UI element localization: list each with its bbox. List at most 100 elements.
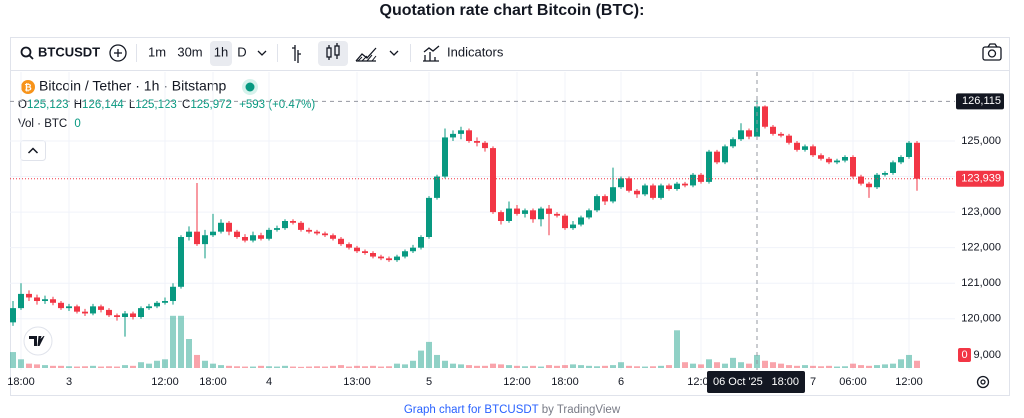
volume-bar xyxy=(522,366,528,368)
candle-body xyxy=(890,162,896,173)
candles-button-bg xyxy=(318,41,348,66)
volume-bar xyxy=(834,366,840,368)
volume-bar xyxy=(490,363,496,368)
candle-body xyxy=(122,313,128,318)
volume-bar xyxy=(730,357,736,368)
y-tick-label: 121,000 xyxy=(961,277,1001,289)
collapse-legend-button[interactable] xyxy=(20,140,46,161)
volume-bar xyxy=(58,365,64,368)
chart-style-button[interactable] xyxy=(355,47,377,62)
volume-bar xyxy=(914,360,920,368)
screenshot-button[interactable] xyxy=(982,43,1002,61)
legend: ₿ Bitcoin / Tether · 1h · Bitstamp O125,… xyxy=(18,78,315,161)
candle-body xyxy=(18,293,24,309)
volume-bar xyxy=(642,366,648,368)
interval-button[interactable]: 30m xyxy=(177,44,202,59)
x-tick-label: 4 xyxy=(266,376,272,388)
volume-bar xyxy=(218,365,224,368)
volume-bar xyxy=(450,363,456,368)
ohlc-key: H xyxy=(74,99,82,111)
x-tick-label: 3 xyxy=(66,376,72,388)
volume-bar xyxy=(378,366,384,368)
x-tick-label: 18:00 xyxy=(199,376,227,388)
candle-body xyxy=(346,244,352,248)
footer-link[interactable]: Graph chart for BTCUSDT xyxy=(404,404,539,416)
volume-bar xyxy=(394,363,400,368)
volume-bar xyxy=(738,362,744,368)
candle-body xyxy=(682,183,688,186)
candle-body xyxy=(186,231,192,238)
volume-bar xyxy=(290,366,296,368)
volume-bar xyxy=(746,363,752,368)
candle-body xyxy=(818,155,824,159)
volume-bar xyxy=(474,365,480,368)
volume-bar xyxy=(714,362,720,368)
volume-bar xyxy=(226,365,232,368)
candle-body xyxy=(450,133,456,138)
candle-body xyxy=(50,299,56,303)
candles-button[interactable] xyxy=(326,43,340,60)
interval-button[interactable]: 1m xyxy=(148,44,166,59)
candle-body xyxy=(130,313,136,318)
volume-bar xyxy=(690,363,696,368)
volume-bar xyxy=(514,365,520,368)
volume-bar xyxy=(578,365,584,368)
crosshair-price-badge xyxy=(956,93,1004,110)
volume-bar xyxy=(258,365,264,368)
candle-body xyxy=(466,130,472,141)
candle-body xyxy=(674,183,680,189)
volume-bar xyxy=(66,366,72,368)
compare-button[interactable] xyxy=(109,44,127,62)
volume-bar xyxy=(282,365,288,368)
candle-body xyxy=(378,256,384,259)
footer-by: by TradingView xyxy=(542,404,621,416)
chart-style-dropdown[interactable] xyxy=(389,50,399,56)
market-status[interactable] xyxy=(245,82,255,92)
candle-body xyxy=(554,213,560,216)
interval-dropdown[interactable] xyxy=(257,50,267,56)
search-icon[interactable] xyxy=(20,46,34,60)
candle-body xyxy=(810,146,816,156)
volume-bar xyxy=(306,366,312,368)
axis-settings[interactable] xyxy=(976,375,990,389)
candle-body xyxy=(778,133,784,136)
ohlc-value: 126,144 xyxy=(82,99,124,111)
indicators-icon[interactable] xyxy=(423,45,440,62)
candle-body xyxy=(210,231,216,236)
candle-body xyxy=(882,172,888,175)
volume-bar xyxy=(410,360,416,368)
candle-body xyxy=(162,301,168,303)
volume-bar xyxy=(386,366,392,368)
candle-body xyxy=(74,306,80,312)
indicators-button[interactable]: Indicators xyxy=(447,44,504,59)
volume-bar xyxy=(346,366,352,368)
volume-bar xyxy=(74,366,80,368)
candle-body xyxy=(386,258,392,261)
volume-bar xyxy=(850,363,856,368)
candle-body xyxy=(354,247,360,252)
symbol-button[interactable]: BTCUSDT xyxy=(38,44,100,59)
candle-body xyxy=(722,146,728,163)
candle-body xyxy=(586,210,592,218)
volume-bar xyxy=(210,363,216,368)
candle-body xyxy=(858,176,864,184)
volume-bar xyxy=(458,364,464,368)
candle-body xyxy=(202,235,208,245)
legend-volume: Vol · BTC 0 xyxy=(18,118,81,130)
volume-bar xyxy=(634,366,640,368)
bar-type-button[interactable] xyxy=(292,45,301,63)
interval-button[interactable]: D xyxy=(237,44,246,59)
volume-bar xyxy=(154,360,160,368)
volume-bar xyxy=(898,359,904,368)
volume-bar xyxy=(722,363,728,368)
volume-bar xyxy=(90,365,96,368)
volume-bar xyxy=(330,365,336,368)
candle-body xyxy=(338,238,344,245)
candle-body xyxy=(442,137,448,177)
tradingview-logo[interactable] xyxy=(23,326,53,356)
candle-body xyxy=(146,306,152,309)
interval-button[interactable]: 1h xyxy=(214,44,228,59)
candle-body xyxy=(786,135,792,143)
candle-body xyxy=(874,174,880,188)
candle-body xyxy=(530,210,536,220)
